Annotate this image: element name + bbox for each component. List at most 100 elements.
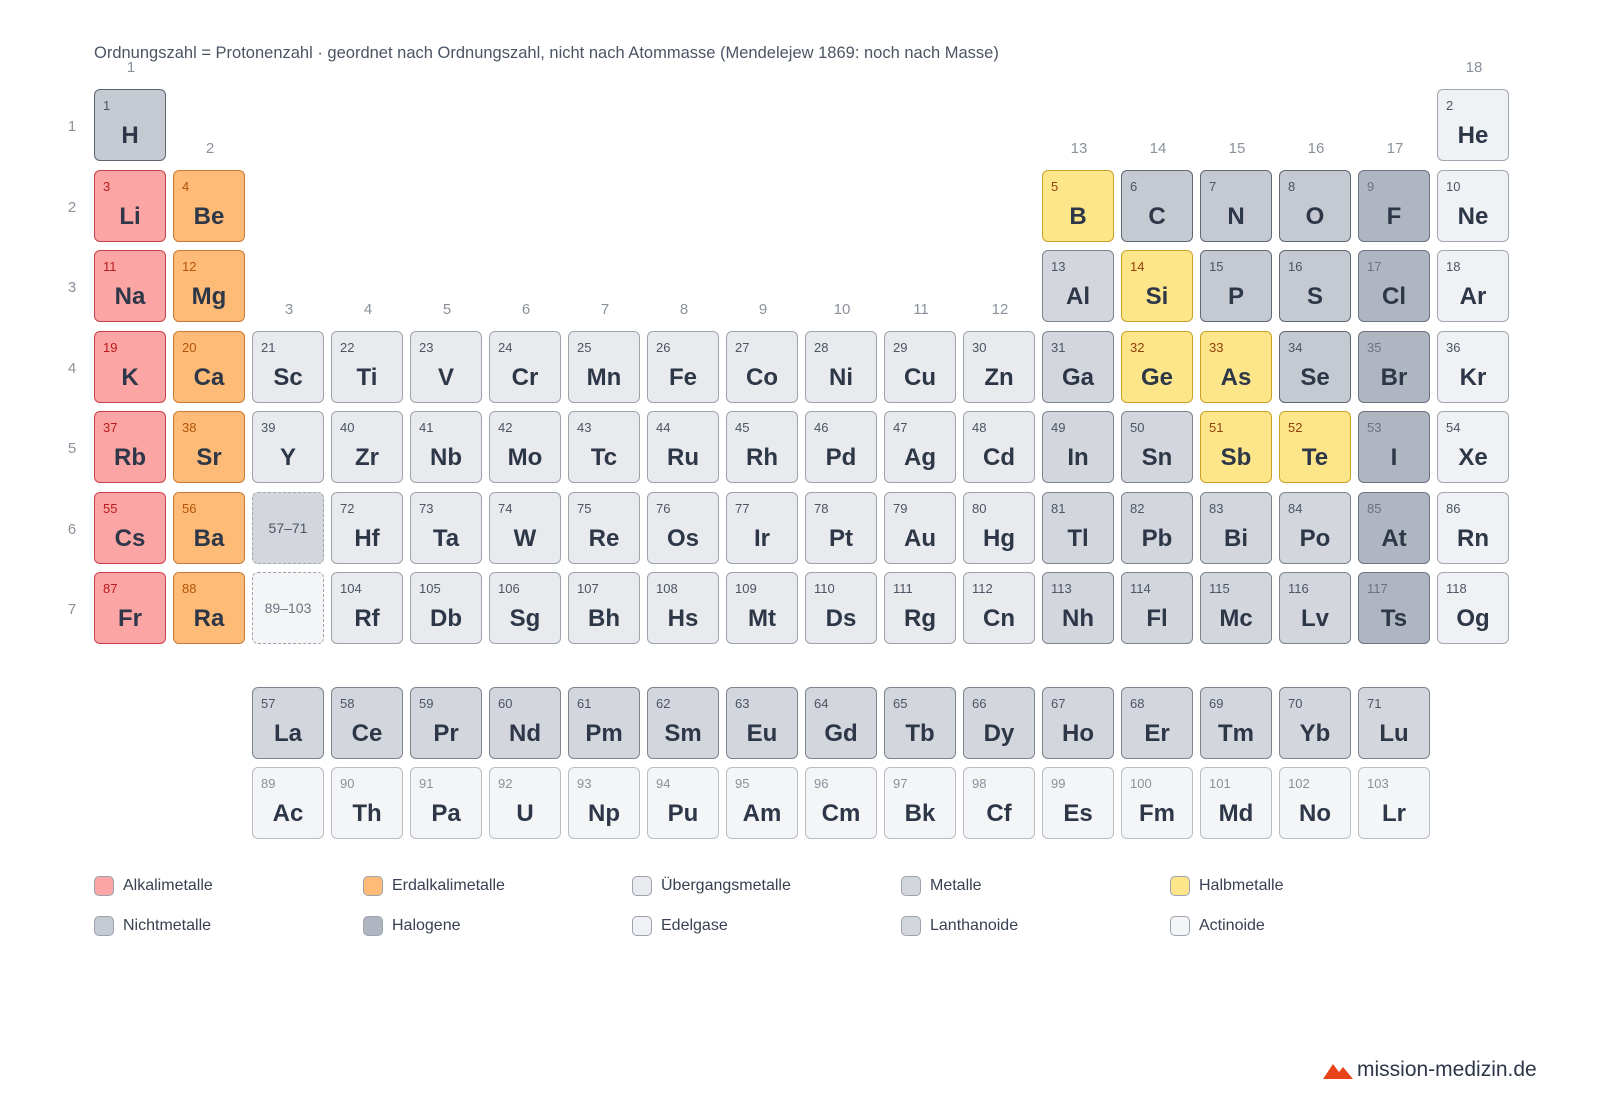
element-symbol: Si bbox=[1145, 283, 1169, 310]
element-mg: 12 Mg bbox=[173, 250, 245, 322]
element-symbol: Ca bbox=[193, 364, 225, 391]
element-symbol: Ra bbox=[193, 605, 225, 632]
element-si: 14 Si bbox=[1121, 250, 1193, 322]
element-ac: 89 Ac bbox=[252, 767, 324, 839]
atomic-number: 4 bbox=[182, 179, 190, 194]
element-ni: 28 Ni bbox=[805, 331, 877, 403]
element-te: 52 Te bbox=[1279, 411, 1351, 483]
group-label: 8 bbox=[679, 301, 689, 318]
element-symbol: Ds bbox=[825, 605, 857, 632]
element-am: 95 Am bbox=[726, 767, 798, 839]
element-symbol: Li bbox=[119, 203, 141, 230]
element-dy: 66 Dy bbox=[963, 687, 1035, 759]
atomic-number: 68 bbox=[1130, 696, 1145, 711]
atomic-number: 20 bbox=[182, 340, 197, 355]
atomic-number: 112 bbox=[972, 581, 993, 596]
legend-swatch bbox=[1170, 876, 1190, 896]
atomic-number: 27 bbox=[735, 340, 750, 355]
element-symbol: As bbox=[1220, 364, 1252, 391]
atomic-number: 24 bbox=[498, 340, 513, 355]
group-label: 9 bbox=[758, 301, 768, 318]
element-ca: 20 Ca bbox=[173, 331, 245, 403]
element-symbol: Pd bbox=[825, 444, 857, 471]
element-symbol: Pb bbox=[1141, 525, 1173, 552]
element-au: 79 Au bbox=[884, 492, 956, 564]
element-db: 105 Db bbox=[410, 572, 482, 644]
atomic-number: 16 bbox=[1288, 259, 1303, 274]
element-zr: 40 Zr bbox=[331, 411, 403, 483]
element-symbol: Bh bbox=[588, 605, 620, 632]
element-cr: 24 Cr bbox=[489, 331, 561, 403]
element-symbol: Fm bbox=[1139, 800, 1175, 827]
element-th: 90 Th bbox=[331, 767, 403, 839]
element-symbol: Tl bbox=[1067, 525, 1089, 552]
element-symbol: Bk bbox=[904, 800, 936, 827]
group-label: 3 bbox=[284, 301, 294, 318]
atomic-number: 81 bbox=[1051, 501, 1066, 516]
element-symbol: Nh bbox=[1062, 605, 1094, 632]
element-symbol: P bbox=[1227, 283, 1244, 310]
legend-label: Erdalkalimetalle bbox=[392, 877, 505, 894]
element-symbol: Hg bbox=[983, 525, 1015, 552]
atomic-number: 114 bbox=[1130, 581, 1151, 596]
element-i: 53 I bbox=[1358, 411, 1430, 483]
element-og: 118 Og bbox=[1437, 572, 1509, 644]
atomic-number: 53 bbox=[1367, 420, 1382, 435]
element-y: 39 Y bbox=[252, 411, 324, 483]
atomic-number: 118 bbox=[1446, 581, 1467, 596]
atomic-number: 47 bbox=[893, 420, 908, 435]
element-co: 27 Co bbox=[726, 331, 798, 403]
atomic-number: 110 bbox=[814, 581, 835, 596]
atomic-number: 75 bbox=[577, 501, 592, 516]
element-symbol: Sg bbox=[509, 605, 541, 632]
atomic-number: 117 bbox=[1367, 581, 1388, 596]
element-li: 3 Li bbox=[94, 170, 166, 242]
element-p: 15 P bbox=[1200, 250, 1272, 322]
element-pb: 82 Pb bbox=[1121, 492, 1193, 564]
element-symbol: Ni bbox=[829, 364, 853, 391]
element-tm: 69 Tm bbox=[1200, 687, 1272, 759]
element-symbol: Cn bbox=[983, 605, 1015, 632]
element-symbol: Ts bbox=[1380, 605, 1408, 632]
legend-swatch bbox=[632, 916, 652, 936]
element-symbol: Tm bbox=[1218, 720, 1254, 747]
element-symbol: Nd bbox=[509, 720, 541, 747]
element-sr: 38 Sr bbox=[173, 411, 245, 483]
element-md: 101 Md bbox=[1200, 767, 1272, 839]
atomic-number: 1 bbox=[103, 98, 111, 113]
element-symbol: Pr bbox=[433, 720, 459, 747]
element-rg: 111 Rg bbox=[884, 572, 956, 644]
element-symbol: W bbox=[513, 525, 537, 552]
group-label: 1 bbox=[126, 59, 136, 76]
element-symbol: Sc bbox=[273, 364, 303, 391]
atomic-number: 28 bbox=[814, 340, 829, 355]
group-label: 2 bbox=[205, 140, 215, 157]
atomic-number: 89 bbox=[261, 776, 276, 791]
legend-swatch bbox=[363, 876, 383, 896]
element-symbol: O bbox=[1305, 203, 1325, 230]
element-symbol: Ge bbox=[1140, 364, 1173, 391]
element-symbol: Es bbox=[1063, 800, 1093, 827]
atomic-number: 32 bbox=[1130, 340, 1145, 355]
element-symbol: Tc bbox=[590, 444, 618, 471]
element-sg: 106 Sg bbox=[489, 572, 561, 644]
atomic-number: 14 bbox=[1130, 259, 1145, 274]
element-symbol: Be bbox=[193, 203, 225, 230]
legend-item-earth: Erdalkalimetalle bbox=[363, 876, 505, 896]
element-symbol: Cu bbox=[904, 364, 936, 391]
group-label: 15 bbox=[1228, 140, 1246, 157]
legend-item-metal: Metalle bbox=[901, 876, 982, 896]
element-symbol: Re bbox=[588, 525, 620, 552]
element-symbol: Lr bbox=[1382, 800, 1406, 827]
atomic-number: 23 bbox=[419, 340, 434, 355]
element-ho: 67 Ho bbox=[1042, 687, 1114, 759]
atomic-number: 33 bbox=[1209, 340, 1224, 355]
atomic-number: 101 bbox=[1209, 776, 1231, 791]
element-symbol: Fe bbox=[668, 364, 697, 391]
element-ti: 22 Ti bbox=[331, 331, 403, 403]
caption: Ordnungszahl = Protonenzahl · geordnet n… bbox=[94, 44, 999, 62]
element-na: 11 Na bbox=[94, 250, 166, 322]
element-yb: 70 Yb bbox=[1279, 687, 1351, 759]
element-symbol: Zn bbox=[984, 364, 1014, 391]
